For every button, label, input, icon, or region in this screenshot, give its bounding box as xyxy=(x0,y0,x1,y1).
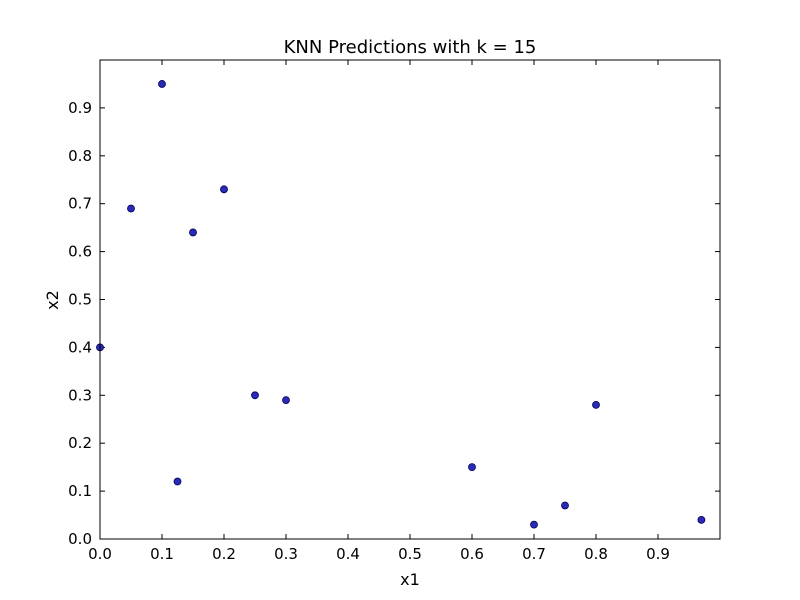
x-tick-label: 0.0 xyxy=(88,545,112,563)
y-tick-label: 0.3 xyxy=(68,386,92,404)
data-point xyxy=(697,515,706,524)
data-point xyxy=(468,463,476,472)
data-point xyxy=(561,501,569,510)
data-points xyxy=(96,80,706,529)
x-tick-label: 0.2 xyxy=(212,545,236,563)
data-point xyxy=(251,391,259,400)
chart-title: KNN Predictions with k = 15 xyxy=(284,37,537,58)
x-tick-label: 0.7 xyxy=(522,545,546,563)
data-point xyxy=(530,520,538,529)
plot-frame xyxy=(99,59,721,540)
data-point xyxy=(592,400,600,409)
y-tick-label: 0.6 xyxy=(68,243,92,261)
y-tick-label: 0.8 xyxy=(68,147,92,165)
y-tick-label: 0.9 xyxy=(68,99,92,117)
data-point xyxy=(127,204,135,213)
x-tick-label: 0.1 xyxy=(150,545,174,563)
x-tick-label: 0.3 xyxy=(274,545,298,563)
data-point xyxy=(189,228,197,237)
y-tick-label: 0.2 xyxy=(68,434,92,452)
x-tick-label: 0.4 xyxy=(336,545,360,563)
data-point xyxy=(282,396,290,404)
data-point xyxy=(220,185,228,194)
data-point xyxy=(158,80,166,88)
x-tick-label: 0.6 xyxy=(460,545,484,563)
x-axis-label: x1 xyxy=(400,570,420,589)
y-axis-label: x2 xyxy=(43,290,62,310)
y-tick-label: 0.7 xyxy=(68,195,92,213)
y-tick-label: 0.5 xyxy=(68,291,92,309)
data-point xyxy=(173,477,182,486)
y-tick-label: 0.1 xyxy=(68,482,92,500)
y-tick-label: 0.0 xyxy=(68,530,92,548)
x-tick-label: 0.9 xyxy=(646,545,670,563)
y-tick-label: 0.4 xyxy=(68,338,92,356)
x-tick-label: 0.8 xyxy=(584,545,608,563)
x-tick-label: 0.5 xyxy=(398,545,422,563)
axis-ticks: 0.0 0.1 0.2 0.3 0.4 0.5 0.6 0.7 0.8 0.9 0.0 0.1 0.2 0… xyxy=(68,60,720,563)
